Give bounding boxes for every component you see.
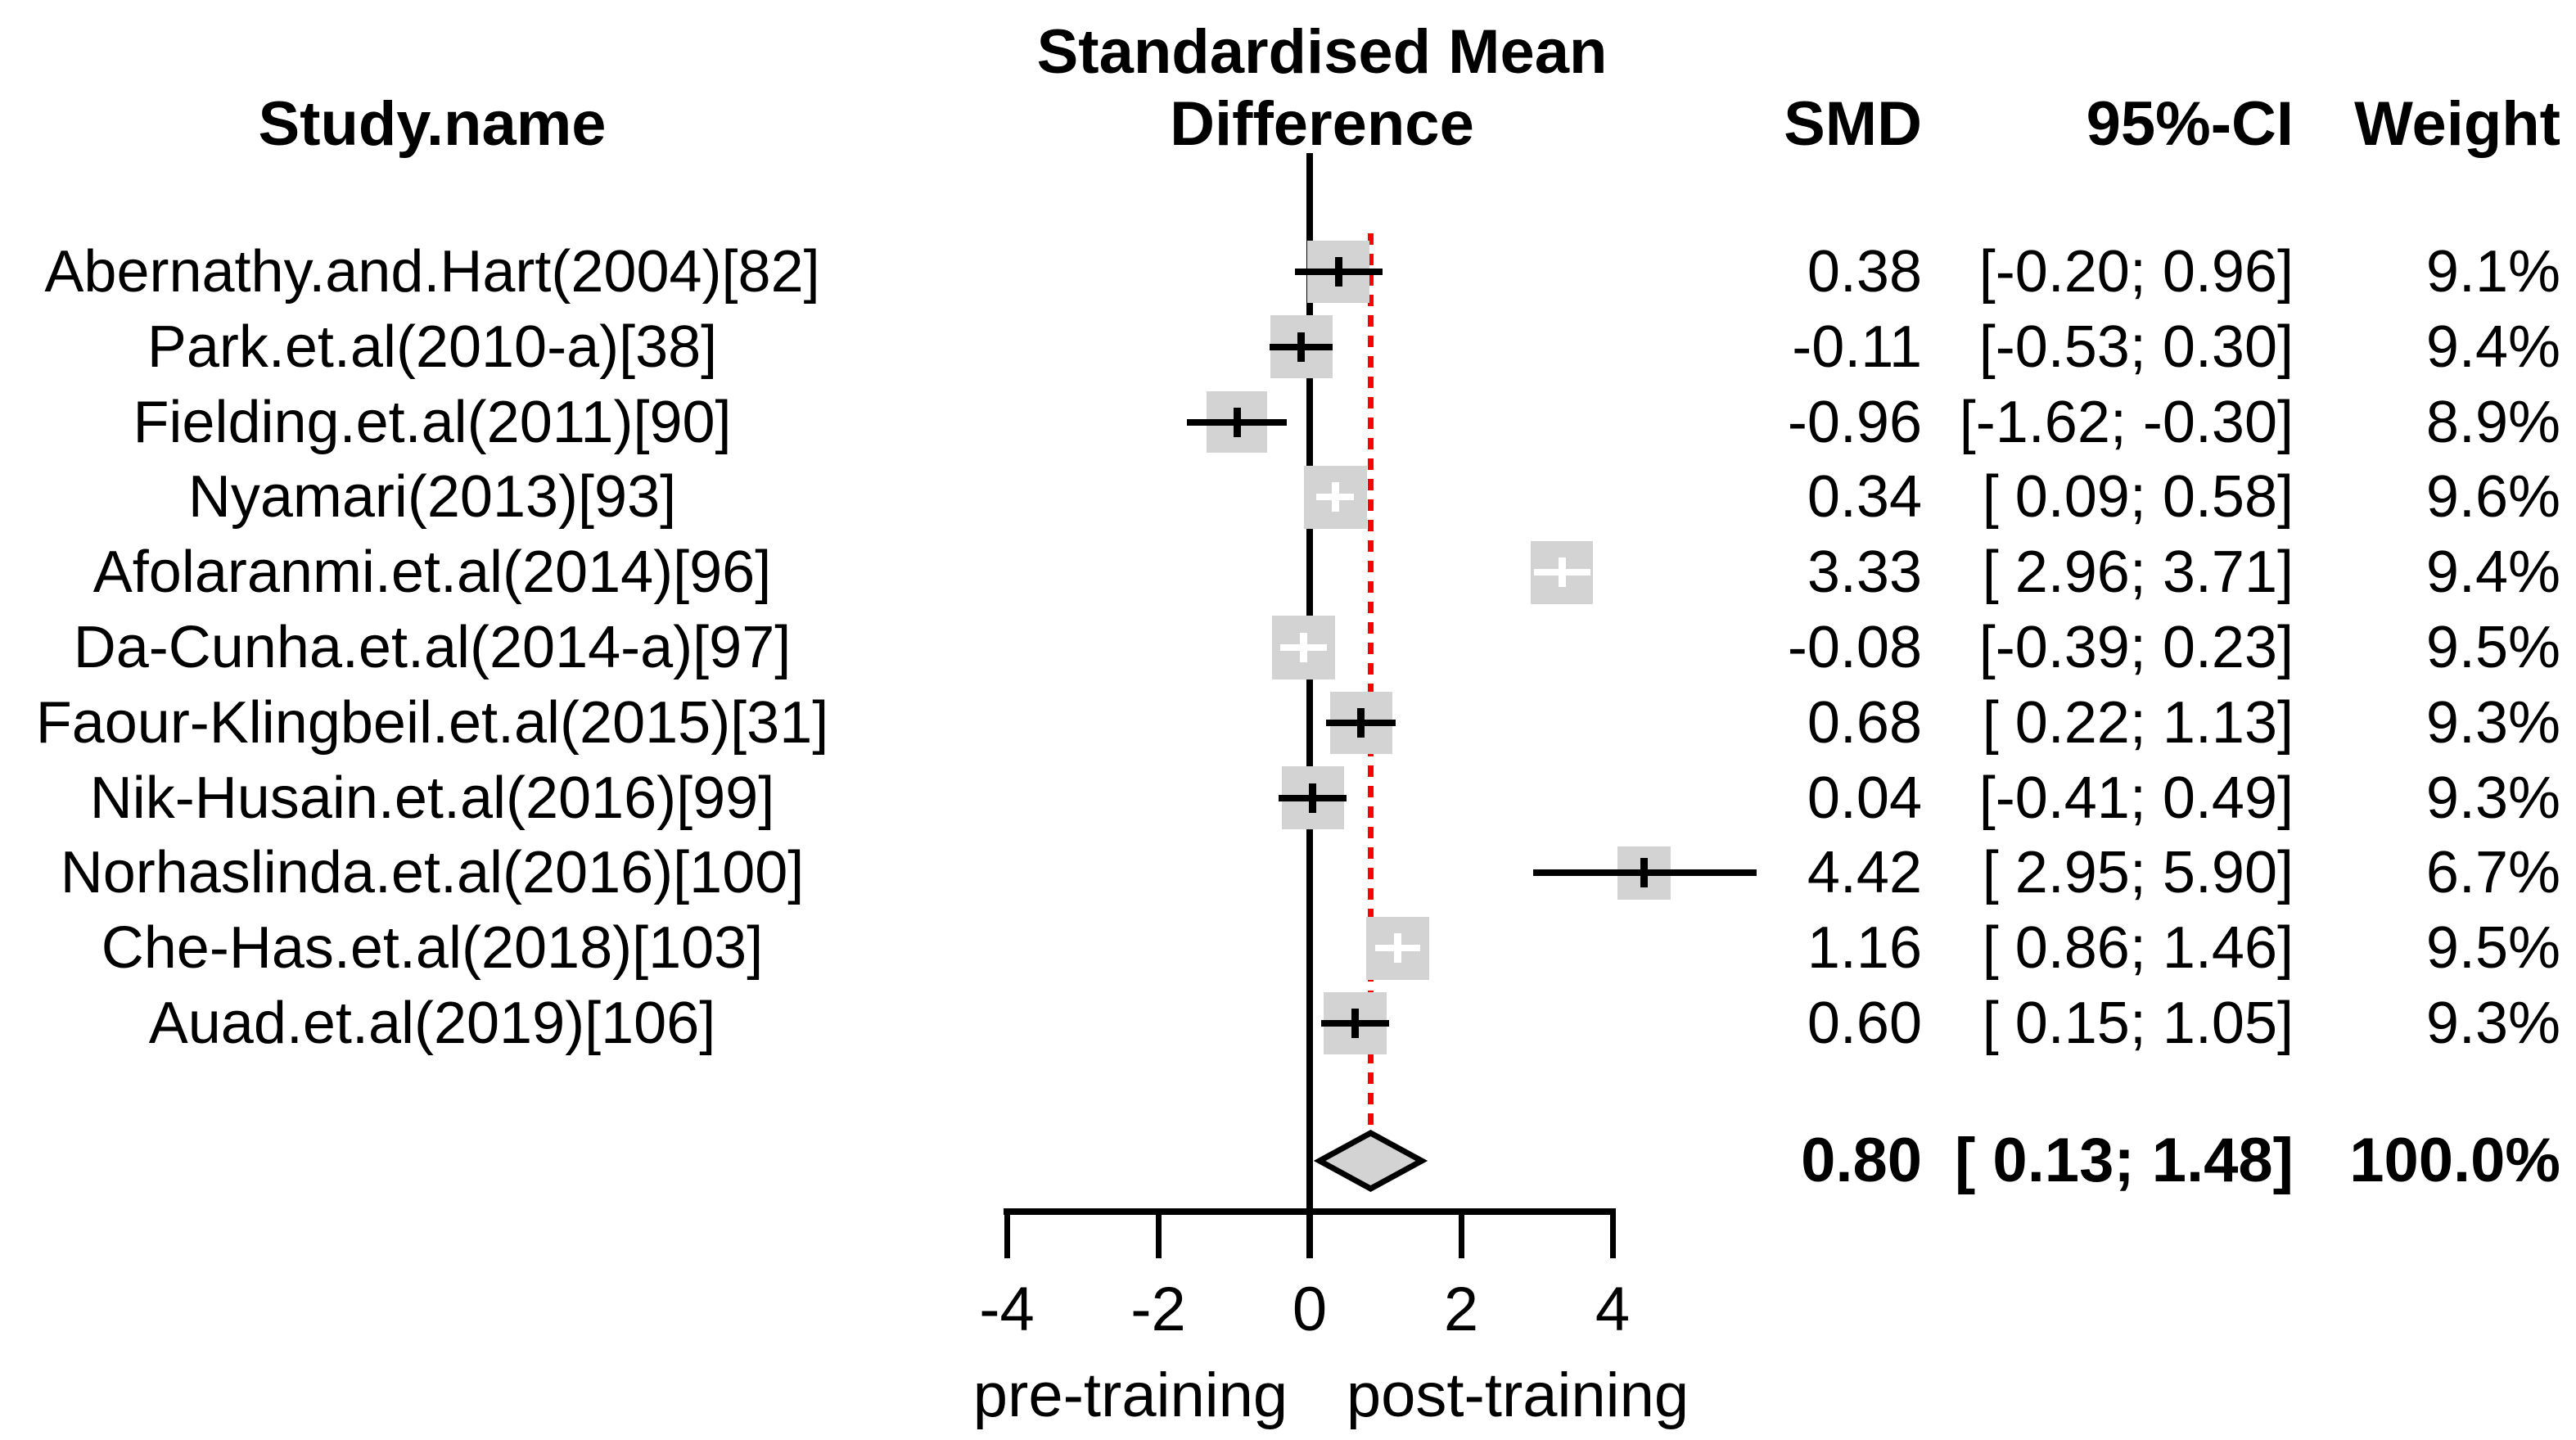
ci-value: [ 0.86; 1.46] — [1982, 915, 2294, 982]
zero-reference-line — [1306, 153, 1313, 1258]
study-label: Fielding.et.al(2011)[90] — [133, 389, 732, 455]
point-estimate-tick — [1334, 257, 1342, 287]
study-label: Afolaranmi.et.al(2014)[96] — [92, 539, 772, 606]
pooled-diamond-shape — [1314, 1130, 1428, 1192]
smd-value: -0.96 — [1787, 389, 1922, 455]
point-estimate-tick — [1233, 407, 1241, 437]
ci-value: [-0.39; 0.23] — [1978, 615, 2294, 680]
chart-title-line2: Difference — [1170, 89, 1474, 159]
smd-value: -0.11 — [1792, 314, 1922, 380]
axis-caption-pre-training: pre-training — [972, 1361, 1288, 1430]
weight-value: 9.5% — [2425, 615, 2560, 680]
study-label: Che-Has.et.al(2018)[103] — [101, 915, 764, 982]
ci-value: [ 2.95; 5.90] — [1982, 840, 2294, 906]
study-label: Auad.et.al(2019)[106] — [148, 991, 716, 1056]
x-axis-tick — [1004, 1212, 1010, 1258]
ci-value: [-0.20; 0.96] — [1978, 239, 2294, 305]
smd-value: -0.08 — [1787, 615, 1922, 680]
ci-value: [-1.62; -0.30] — [1959, 389, 2294, 455]
weight-value: 9.1% — [2425, 239, 2560, 305]
pooled-diamond — [1314, 1130, 1428, 1192]
point-estimate-tick — [1640, 858, 1649, 888]
point-estimate-tick — [1351, 1009, 1359, 1038]
point-estimate-tick — [1297, 332, 1306, 362]
axis-caption-post-training: post-training — [1346, 1361, 1690, 1430]
smd-value: 0.68 — [1807, 689, 1922, 756]
weight-value: 8.9% — [2425, 389, 2560, 455]
smd-value: 1.16 — [1807, 915, 1922, 982]
column-header-ci: 95%-CI — [2086, 89, 2294, 159]
study-label: Nyamari(2013)[93] — [187, 464, 677, 530]
ci-value: [-0.53; 0.30] — [1978, 314, 2294, 380]
pooled-ci-value: [ 0.13; 1.48] — [1955, 1126, 2294, 1195]
ci-value: [ 0.09; 0.58] — [1982, 464, 2294, 530]
point-estimate-tick-inner — [1300, 633, 1308, 662]
ci-value: [ 0.15; 1.05] — [1982, 991, 2294, 1056]
smd-value: 0.60 — [1807, 991, 1922, 1056]
pooled-smd-value: 0.80 — [1801, 1126, 1922, 1195]
study-label: Nik-Husain.et.al(2016)[99] — [89, 765, 775, 831]
pooled-effect-dashed-line — [1368, 233, 1374, 1130]
x-axis-tick-label: 4 — [1595, 1275, 1631, 1344]
study-label: Faour-Klingbeil.et.al(2015)[31] — [35, 689, 829, 756]
weight-value: 9.4% — [2425, 539, 2560, 606]
ci-value: [ 2.96; 3.71] — [1982, 539, 2294, 606]
smd-value: 0.04 — [1807, 765, 1922, 831]
smd-value: 0.38 — [1807, 239, 1922, 305]
x-axis-tick — [1609, 1212, 1616, 1258]
point-estimate-tick — [1309, 783, 1317, 813]
column-header-study: Study.name — [258, 89, 607, 159]
x-axis-tick-label: 0 — [1292, 1275, 1328, 1344]
study-label: Park.et.al(2010-a)[38] — [147, 314, 718, 380]
weight-value: 9.3% — [2425, 765, 2560, 831]
weight-value: 9.6% — [2425, 464, 2560, 530]
point-estimate-tick-inner — [1393, 933, 1401, 964]
pooled-weight-value: 100.0% — [2349, 1126, 2560, 1195]
weight-value: 9.3% — [2425, 689, 2560, 756]
ci-value: [-0.41; 0.49] — [1978, 765, 2294, 831]
point-estimate-tick — [1357, 707, 1365, 738]
x-axis-tick-label: -4 — [979, 1275, 1035, 1344]
study-label: Da-Cunha.et.al(2014-a)[97] — [73, 615, 792, 680]
chart-title-line1: Standardised Mean — [1036, 17, 1608, 87]
x-axis-tick-label: -2 — [1130, 1275, 1186, 1344]
weight-value: 9.4% — [2425, 314, 2560, 380]
point-estimate-tick-inner — [1558, 557, 1566, 588]
x-axis-tick — [1155, 1212, 1162, 1258]
point-estimate-tick-inner — [1331, 482, 1339, 512]
smd-value: 4.42 — [1807, 840, 1922, 906]
smd-value: 0.34 — [1807, 464, 1922, 530]
x-axis-tick — [1458, 1212, 1464, 1258]
column-header-weight: Weight — [2354, 89, 2560, 159]
x-axis-tick — [1306, 1212, 1313, 1258]
weight-value: 9.5% — [2425, 915, 2560, 982]
x-axis-tick-label: 2 — [1443, 1275, 1479, 1344]
study-label: Abernathy.and.Hart(2004)[82] — [44, 239, 820, 305]
weight-value: 6.7% — [2425, 840, 2560, 906]
study-label: Norhaslinda.et.al(2016)[100] — [60, 840, 805, 906]
ci-value: [ 0.22; 1.13] — [1982, 689, 2294, 756]
weight-value: 9.3% — [2425, 991, 2560, 1056]
column-header-smd: SMD — [1784, 89, 1922, 159]
smd-value: 3.33 — [1807, 539, 1922, 606]
